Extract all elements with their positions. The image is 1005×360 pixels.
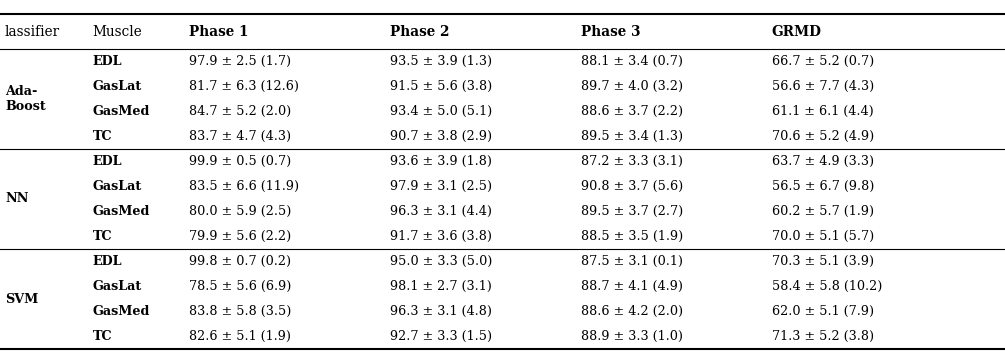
Text: Ada-
Boost: Ada- Boost (5, 85, 46, 113)
Text: 83.8 ± 5.8 (3.5): 83.8 ± 5.8 (3.5) (189, 305, 291, 318)
Text: 88.7 ± 4.1 (4.9): 88.7 ± 4.1 (4.9) (581, 280, 682, 293)
Text: lassifier: lassifier (5, 24, 60, 39)
Text: 78.5 ± 5.6 (6.9): 78.5 ± 5.6 (6.9) (189, 280, 291, 293)
Text: 91.7 ± 3.6 (3.8): 91.7 ± 3.6 (3.8) (390, 230, 491, 243)
Text: 81.7 ± 6.3 (12.6): 81.7 ± 6.3 (12.6) (189, 80, 298, 93)
Text: EDL: EDL (92, 255, 122, 268)
Text: 92.7 ± 3.3 (1.5): 92.7 ± 3.3 (1.5) (390, 330, 492, 343)
Text: GasMed: GasMed (92, 105, 150, 118)
Text: 83.7 ± 4.7 (4.3): 83.7 ± 4.7 (4.3) (189, 130, 291, 143)
Text: SVM: SVM (5, 293, 38, 306)
Text: 84.7 ± 5.2 (2.0): 84.7 ± 5.2 (2.0) (189, 105, 291, 118)
Text: 70.0 ± 5.1 (5.7): 70.0 ± 5.1 (5.7) (772, 230, 874, 243)
Text: 56.5 ± 6.7 (9.8): 56.5 ± 6.7 (9.8) (772, 180, 874, 193)
Text: 70.6 ± 5.2 (4.9): 70.6 ± 5.2 (4.9) (772, 130, 874, 143)
Text: GasMed: GasMed (92, 205, 150, 218)
Text: 89.7 ± 4.0 (3.2): 89.7 ± 4.0 (3.2) (581, 80, 683, 93)
Text: 61.1 ± 6.1 (4.4): 61.1 ± 6.1 (4.4) (772, 105, 873, 118)
Text: GasMed: GasMed (92, 305, 150, 318)
Text: 82.6 ± 5.1 (1.9): 82.6 ± 5.1 (1.9) (189, 330, 290, 343)
Text: 89.5 ± 3.7 (2.7): 89.5 ± 3.7 (2.7) (581, 205, 683, 218)
Text: EDL: EDL (92, 155, 122, 168)
Text: 96.3 ± 3.1 (4.8): 96.3 ± 3.1 (4.8) (390, 305, 491, 318)
Text: GRMD: GRMD (772, 24, 822, 39)
Text: 98.1 ± 2.7 (3.1): 98.1 ± 2.7 (3.1) (390, 280, 491, 293)
Text: 89.5 ± 3.4 (1.3): 89.5 ± 3.4 (1.3) (581, 130, 683, 143)
Text: 88.9 ± 3.3 (1.0): 88.9 ± 3.3 (1.0) (581, 330, 682, 343)
Text: 88.5 ± 3.5 (1.9): 88.5 ± 3.5 (1.9) (581, 230, 683, 243)
Text: 93.5 ± 3.9 (1.3): 93.5 ± 3.9 (1.3) (390, 55, 492, 68)
Text: Phase 3: Phase 3 (581, 24, 640, 39)
Text: TC: TC (92, 130, 113, 143)
Text: 63.7 ± 4.9 (3.3): 63.7 ± 4.9 (3.3) (772, 155, 874, 168)
Text: GasLat: GasLat (92, 80, 142, 93)
Text: 60.2 ± 5.7 (1.9): 60.2 ± 5.7 (1.9) (772, 205, 874, 218)
Text: NN: NN (5, 192, 28, 206)
Text: 80.0 ± 5.9 (2.5): 80.0 ± 5.9 (2.5) (189, 205, 291, 218)
Text: 90.7 ± 3.8 (2.9): 90.7 ± 3.8 (2.9) (390, 130, 492, 143)
Text: 90.8 ± 3.7 (5.6): 90.8 ± 3.7 (5.6) (581, 180, 683, 193)
Text: EDL: EDL (92, 55, 122, 68)
Text: 88.1 ± 3.4 (0.7): 88.1 ± 3.4 (0.7) (581, 55, 682, 68)
Text: TC: TC (92, 230, 113, 243)
Text: 93.6 ± 3.9 (1.8): 93.6 ± 3.9 (1.8) (390, 155, 491, 168)
Text: 87.5 ± 3.1 (0.1): 87.5 ± 3.1 (0.1) (581, 255, 682, 268)
Text: Phase 2: Phase 2 (390, 24, 449, 39)
Text: 58.4 ± 5.8 (10.2): 58.4 ± 5.8 (10.2) (772, 280, 882, 293)
Text: 96.3 ± 3.1 (4.4): 96.3 ± 3.1 (4.4) (390, 205, 491, 218)
Text: 71.3 ± 5.2 (3.8): 71.3 ± 5.2 (3.8) (772, 330, 874, 343)
Text: GasLat: GasLat (92, 180, 142, 193)
Text: 99.9 ± 0.5 (0.7): 99.9 ± 0.5 (0.7) (189, 155, 291, 168)
Text: 66.7 ± 5.2 (0.7): 66.7 ± 5.2 (0.7) (772, 55, 874, 68)
Text: 88.6 ± 4.2 (2.0): 88.6 ± 4.2 (2.0) (581, 305, 683, 318)
Text: GasLat: GasLat (92, 280, 142, 293)
Text: 70.3 ± 5.1 (3.9): 70.3 ± 5.1 (3.9) (772, 255, 874, 268)
Text: 93.4 ± 5.0 (5.1): 93.4 ± 5.0 (5.1) (390, 105, 492, 118)
Text: 97.9 ± 2.5 (1.7): 97.9 ± 2.5 (1.7) (189, 55, 291, 68)
Text: 83.5 ± 6.6 (11.9): 83.5 ± 6.6 (11.9) (189, 180, 299, 193)
Text: 87.2 ± 3.3 (3.1): 87.2 ± 3.3 (3.1) (581, 155, 682, 168)
Text: Muscle: Muscle (92, 24, 143, 39)
Text: 88.6 ± 3.7 (2.2): 88.6 ± 3.7 (2.2) (581, 105, 683, 118)
Text: Phase 1: Phase 1 (189, 24, 248, 39)
Text: TC: TC (92, 330, 113, 343)
Text: 95.0 ± 3.3 (5.0): 95.0 ± 3.3 (5.0) (390, 255, 492, 268)
Text: 97.9 ± 3.1 (2.5): 97.9 ± 3.1 (2.5) (390, 180, 492, 193)
Text: 56.6 ± 7.7 (4.3): 56.6 ± 7.7 (4.3) (772, 80, 874, 93)
Text: 99.8 ± 0.7 (0.2): 99.8 ± 0.7 (0.2) (189, 255, 291, 268)
Text: 79.9 ± 5.6 (2.2): 79.9 ± 5.6 (2.2) (189, 230, 291, 243)
Text: 91.5 ± 5.6 (3.8): 91.5 ± 5.6 (3.8) (390, 80, 492, 93)
Text: 62.0 ± 5.1 (7.9): 62.0 ± 5.1 (7.9) (772, 305, 874, 318)
